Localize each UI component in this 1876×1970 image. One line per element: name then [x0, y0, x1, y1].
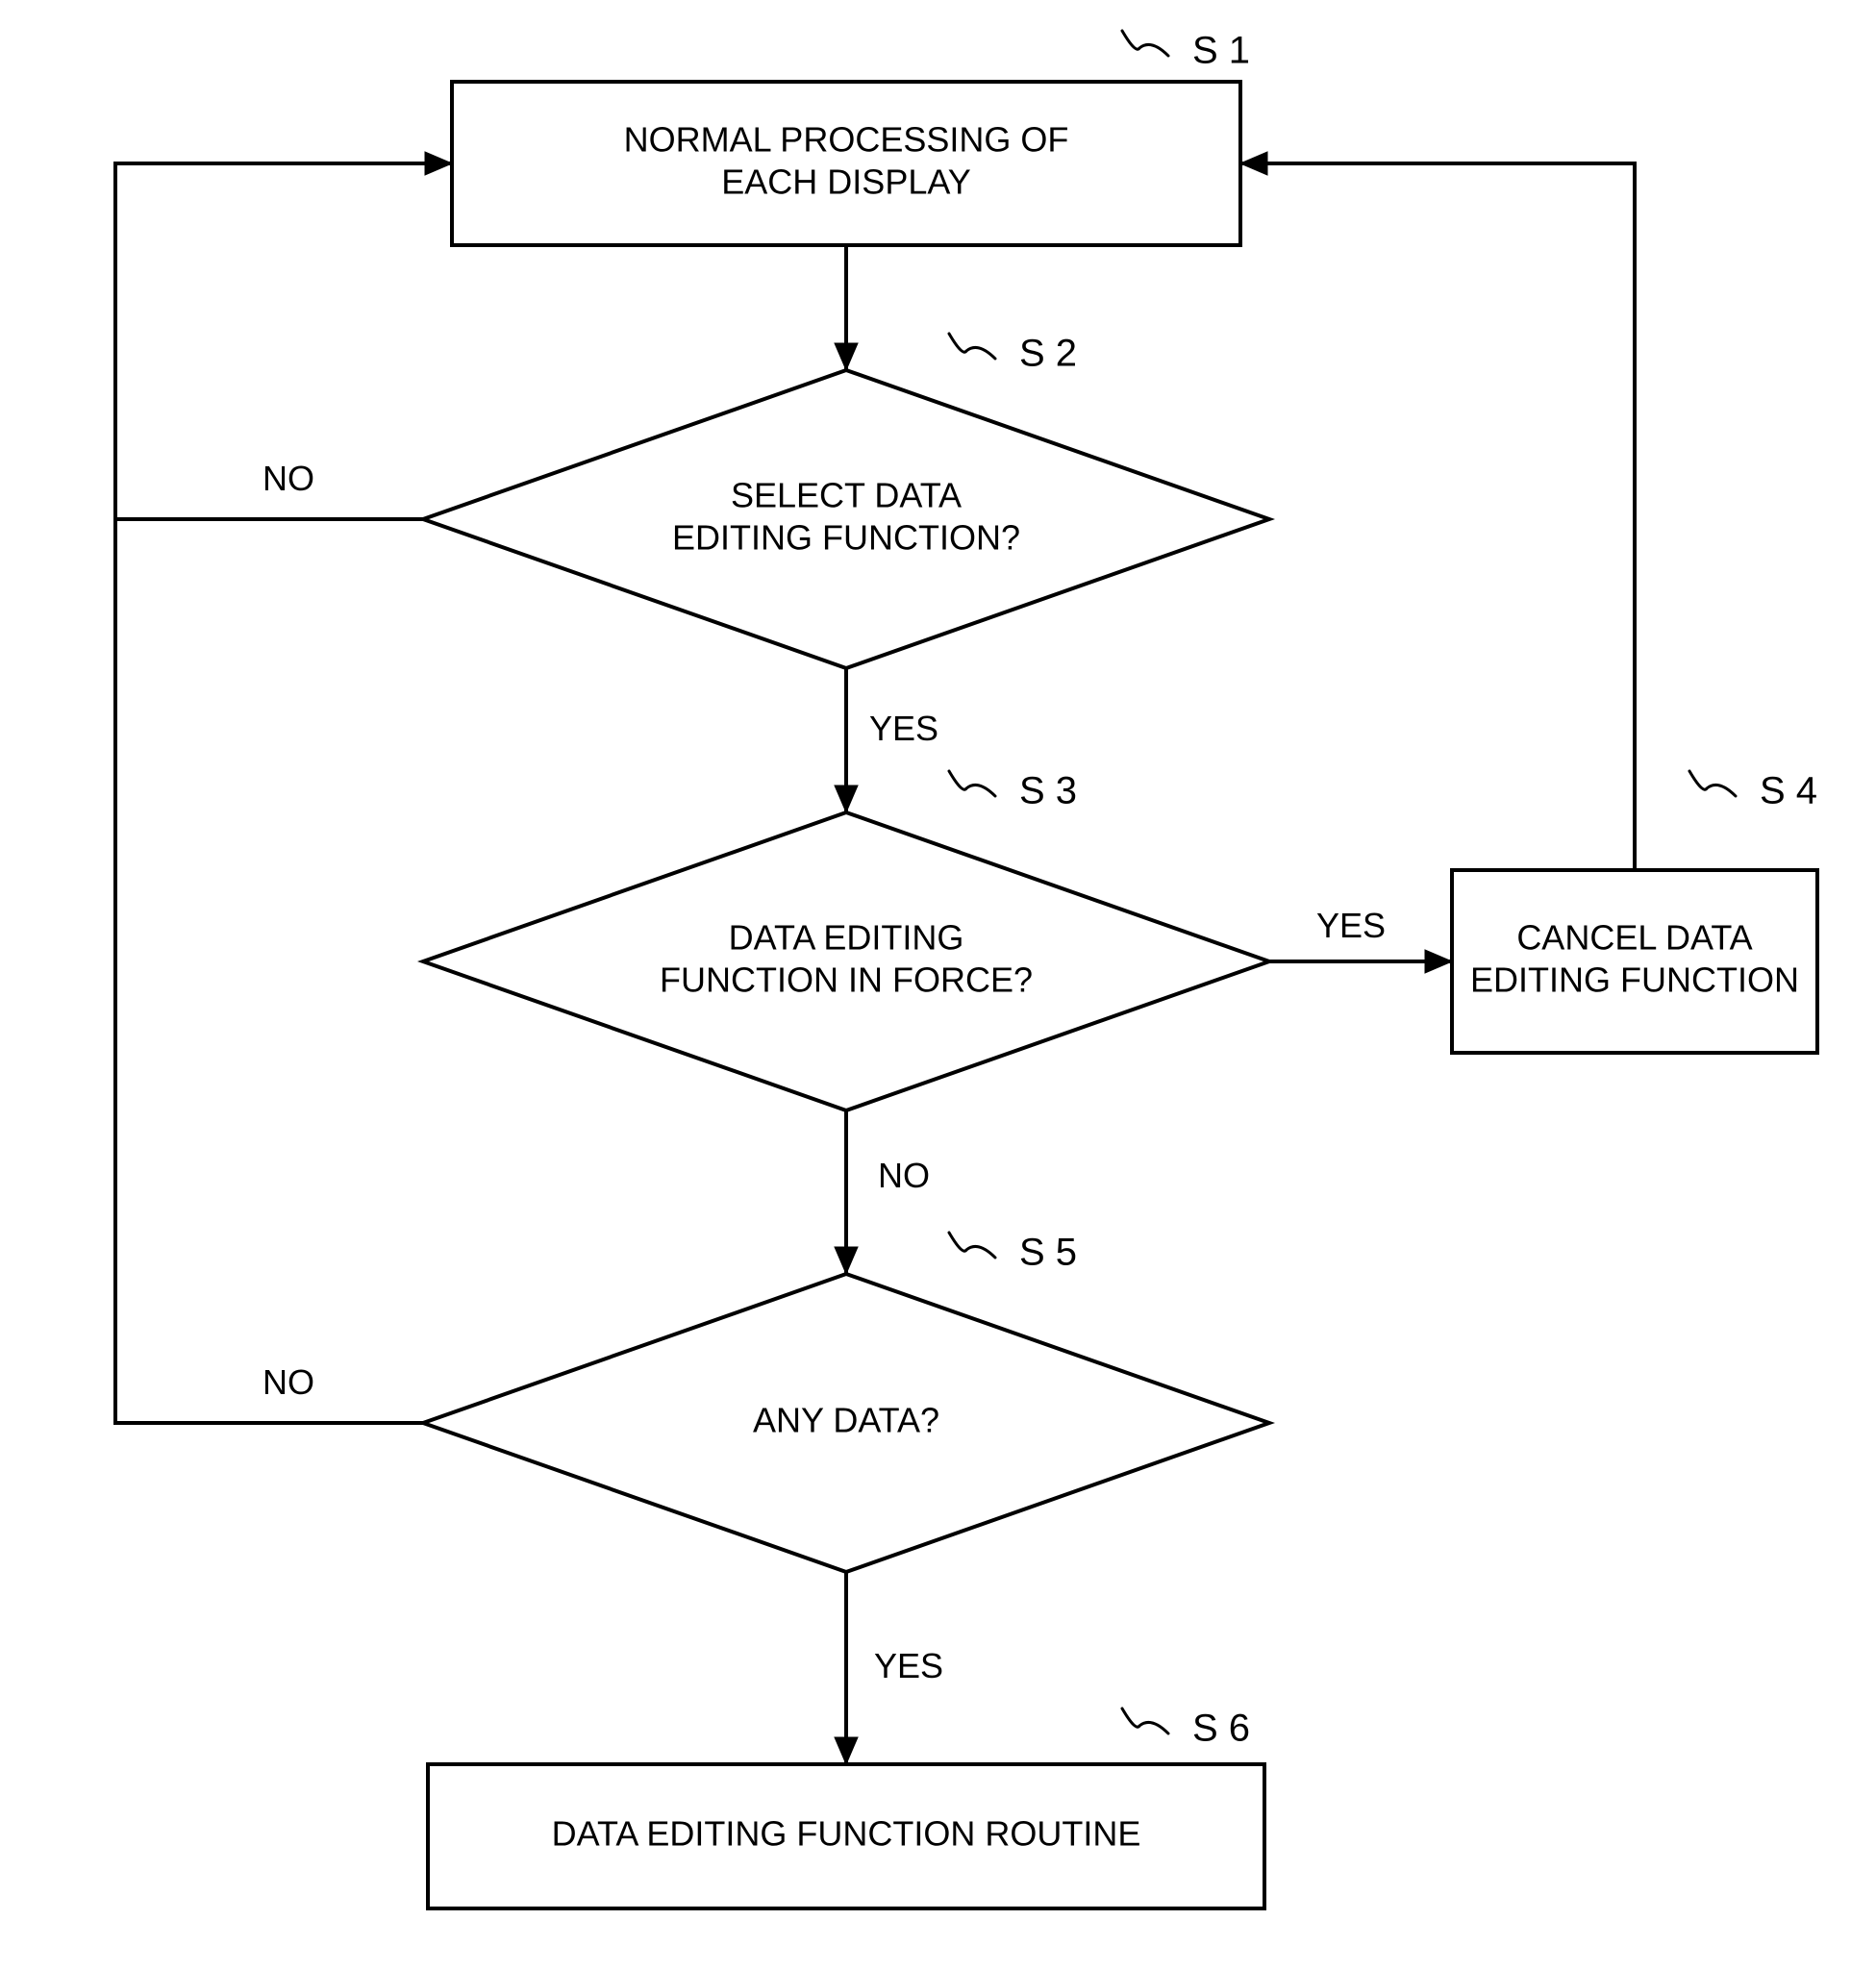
- edge-label: YES: [874, 1646, 943, 1685]
- edge-label: NO: [263, 1362, 314, 1402]
- step-label: S 2: [1019, 333, 1077, 375]
- flowchart-container: YES NO YES YES NO NO NORMAL PROCESSING OFEACH …: [0, 0, 1876, 1970]
- decision-text-s5: ANY DATA?: [753, 1401, 939, 1440]
- edge-label: NO: [263, 459, 314, 498]
- edge-label: NO: [878, 1156, 930, 1195]
- process-text-s4: EDITING FUNCTION: [1470, 960, 1799, 1000]
- step-label: S 4: [1760, 770, 1817, 812]
- process-text-s4: CANCEL DATA: [1516, 918, 1752, 958]
- step-label: S 6: [1192, 1708, 1250, 1750]
- edge-label: YES: [1316, 906, 1386, 945]
- process-text-s6: DATA EDITING FUNCTION ROUTINE: [552, 1814, 1141, 1854]
- process-text-s1: NORMAL PROCESSING OF: [624, 120, 1069, 160]
- edge-label: YES: [869, 709, 938, 748]
- process-text-s1: EACH DISPLAY: [721, 162, 970, 202]
- step-label: S 3: [1019, 770, 1077, 812]
- step-label: S 1: [1192, 30, 1250, 72]
- decision-text-s3: DATA EDITING: [729, 918, 964, 958]
- decision-text-s2: EDITING FUNCTION?: [672, 518, 1020, 558]
- flowchart-svg: YES NO YES YES NO NO NORMAL PROCESSING OFEACH …: [0, 0, 1876, 1970]
- decision-text-s2: SELECT DATA: [731, 476, 962, 515]
- step-label: S 5: [1019, 1232, 1077, 1274]
- decision-text-s3: FUNCTION IN FORCE?: [660, 960, 1033, 1000]
